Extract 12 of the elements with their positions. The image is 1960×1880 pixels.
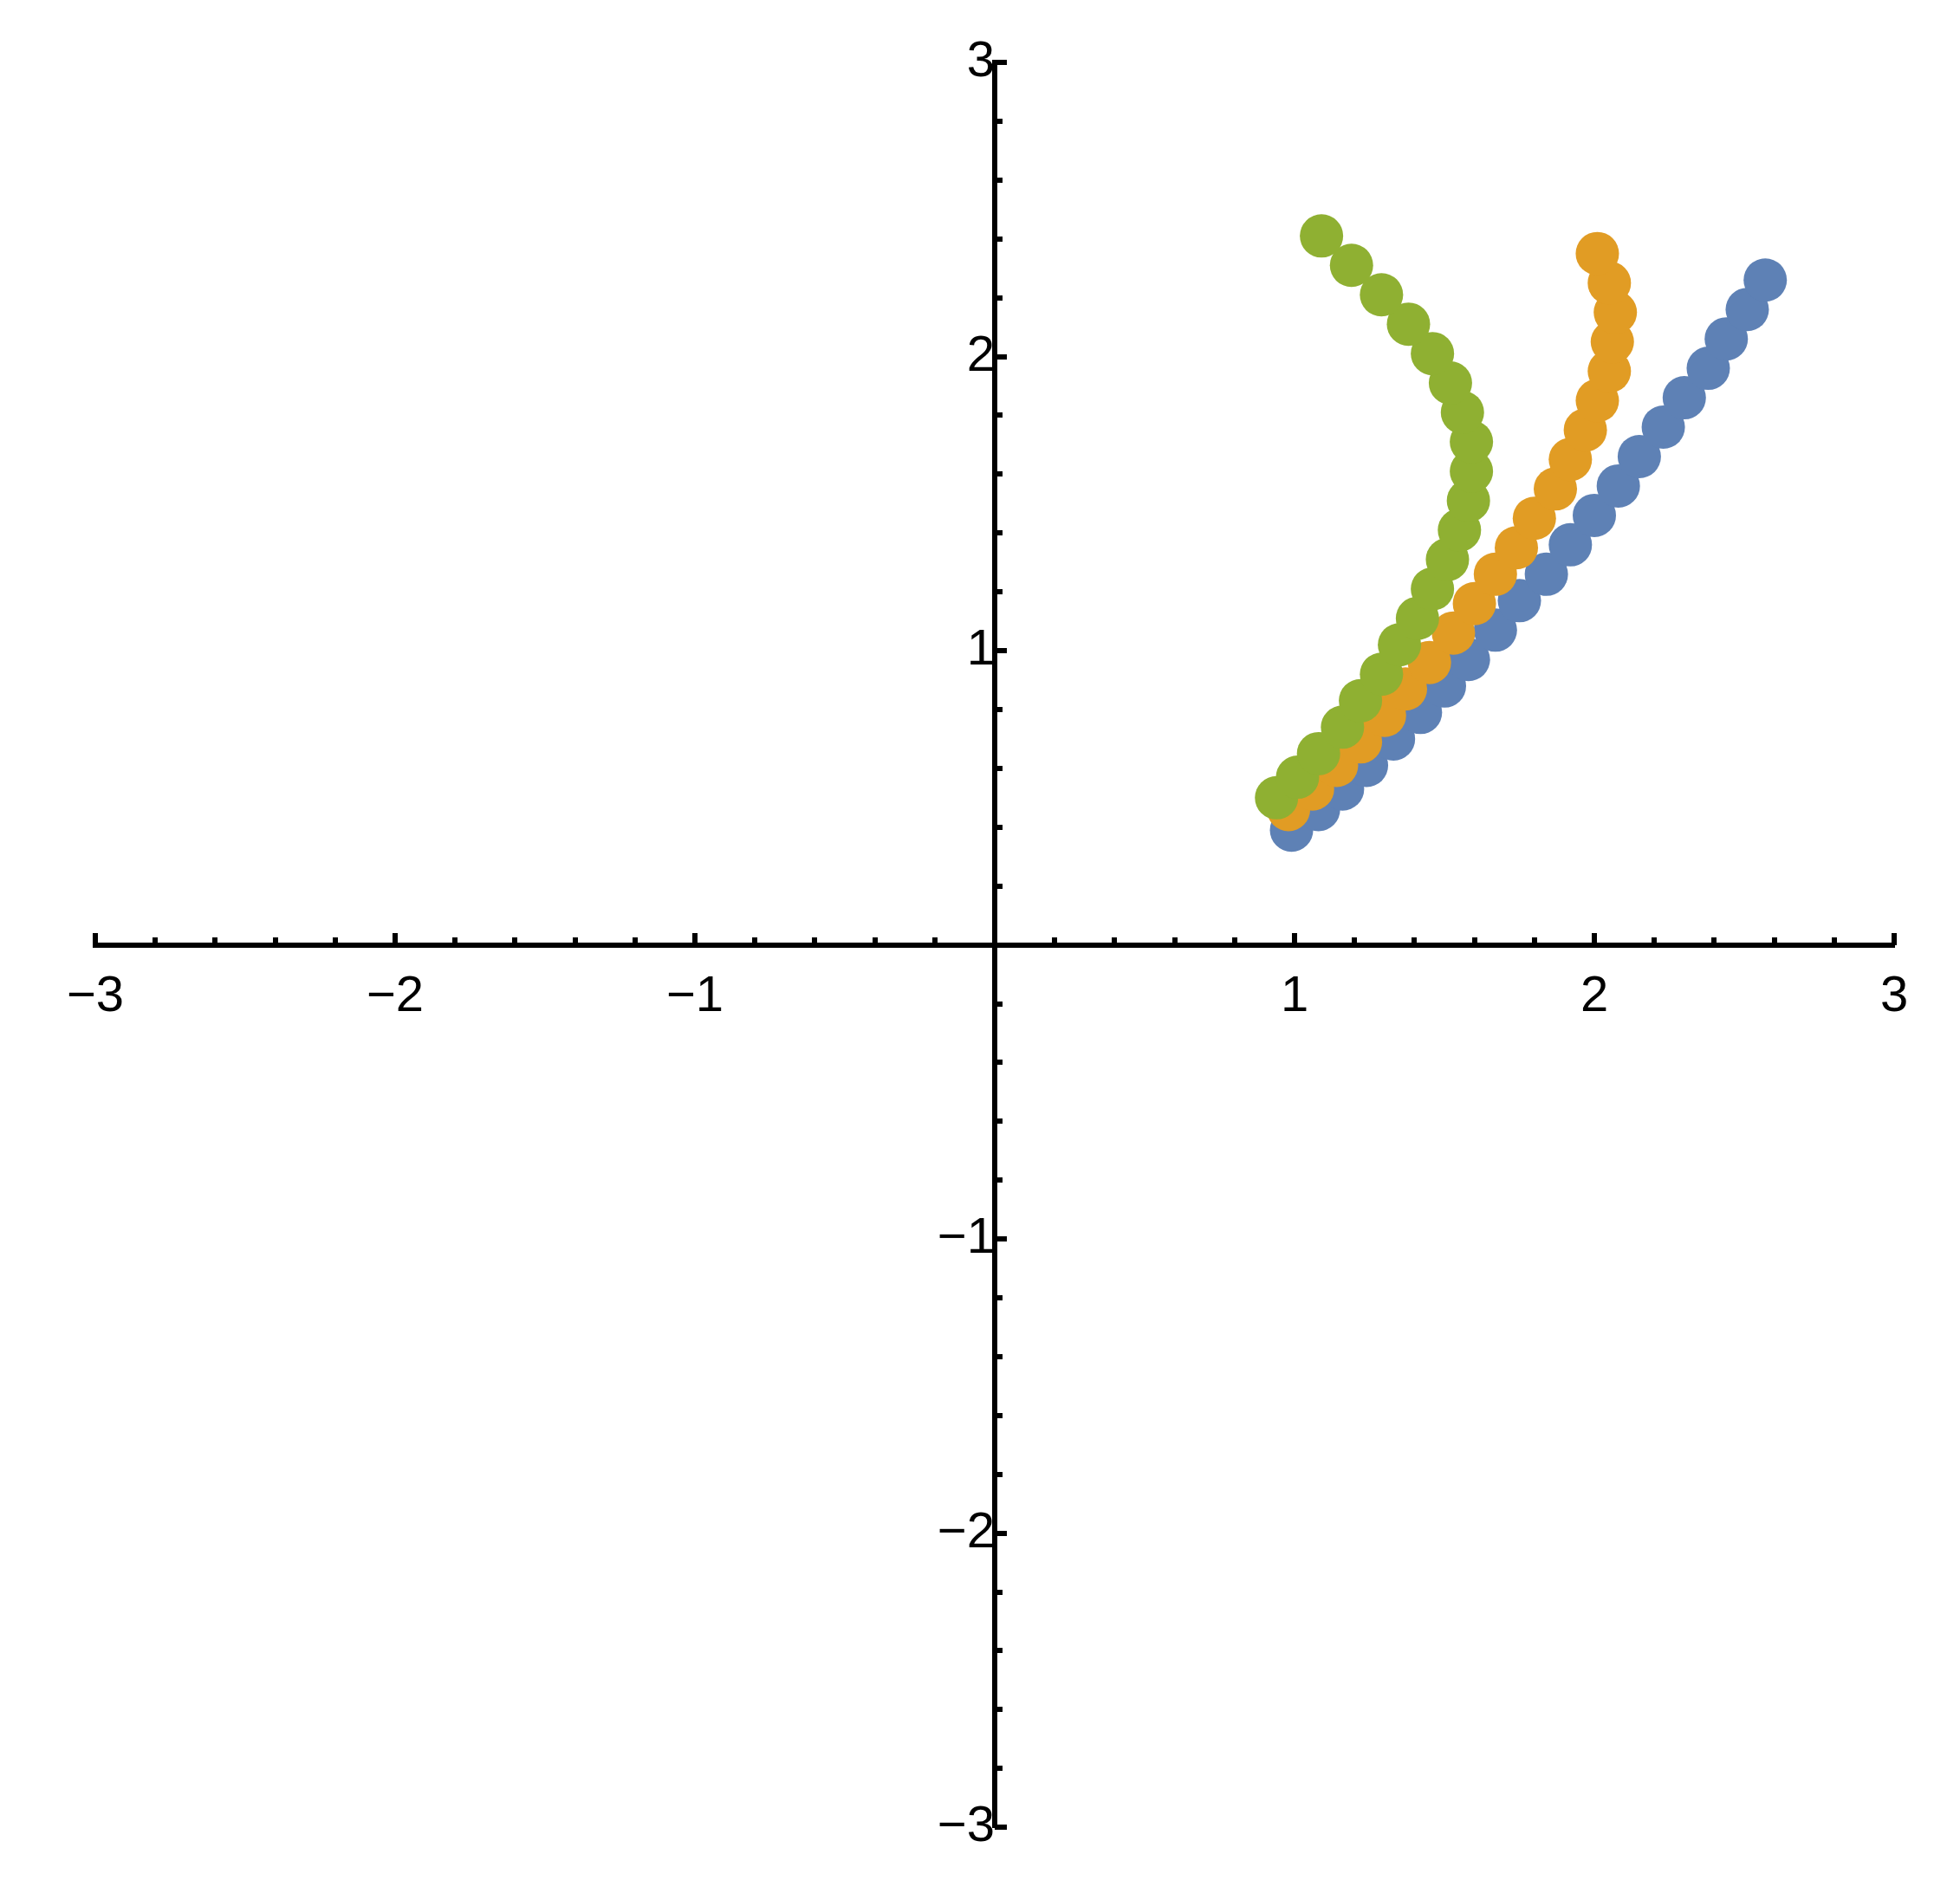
y-tick-label: −3: [937, 1795, 995, 1852]
y-tick-label: 2: [966, 324, 995, 381]
y-tick-label: −1: [937, 1207, 995, 1264]
x-tick-label: −1: [665, 965, 724, 1022]
y-tick-label: 3: [966, 30, 995, 87]
x-tick-label: 2: [1580, 965, 1609, 1022]
x-tick-label: −3: [66, 965, 125, 1022]
x-tick-label: 3: [1879, 965, 1909, 1022]
y-tick-label: −2: [937, 1501, 995, 1558]
x-tick-label: −2: [366, 965, 425, 1022]
x-tick-label: 1: [1280, 965, 1309, 1022]
y-tick-label: 1: [966, 619, 995, 676]
